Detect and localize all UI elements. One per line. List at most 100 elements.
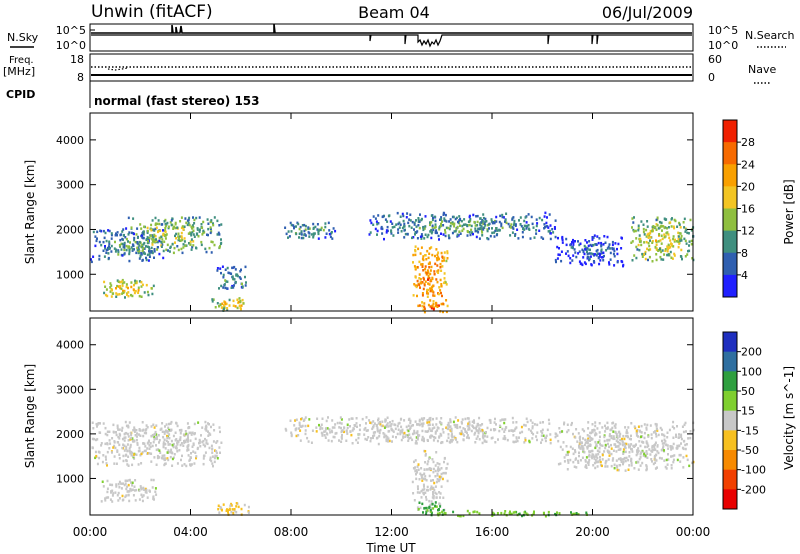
data-cell xyxy=(167,226,170,230)
data-cell xyxy=(103,255,106,258)
data-cell xyxy=(416,266,419,269)
data-cell xyxy=(559,462,562,465)
data-cell xyxy=(586,255,589,259)
data-cell xyxy=(134,279,137,283)
data-cell xyxy=(149,442,152,445)
data-cell xyxy=(536,222,539,225)
data-cell xyxy=(430,429,433,432)
data-cell xyxy=(154,432,156,436)
data-cell xyxy=(675,446,678,450)
data-cell xyxy=(427,262,430,266)
data-cell xyxy=(206,233,208,236)
data-cell xyxy=(678,232,681,235)
data-cell xyxy=(176,441,179,445)
data-cell xyxy=(107,252,110,255)
data-cell xyxy=(601,426,604,429)
data-cell xyxy=(673,254,676,257)
data-cell xyxy=(428,499,431,503)
data-cell xyxy=(478,237,481,240)
data-cell xyxy=(110,232,113,235)
data-cell xyxy=(574,251,577,254)
data-cell xyxy=(446,250,449,253)
data-cell xyxy=(355,438,358,442)
data-cell xyxy=(386,422,389,425)
data-cell xyxy=(468,420,471,424)
data-cell xyxy=(654,441,657,444)
data-cell xyxy=(474,441,477,444)
data-cell xyxy=(615,445,618,448)
data-cell xyxy=(644,445,647,449)
data-cell xyxy=(472,232,474,236)
data-cell xyxy=(118,443,121,447)
data-cell xyxy=(423,488,426,491)
data-cell xyxy=(658,220,661,224)
data-cell xyxy=(527,224,530,227)
data-cell xyxy=(665,231,668,235)
data-cell xyxy=(307,226,310,229)
data-cell xyxy=(632,221,635,224)
data-cell xyxy=(466,425,469,428)
data-cell xyxy=(586,441,589,445)
data-cell xyxy=(150,287,153,290)
data-cell xyxy=(500,222,503,225)
data-cell xyxy=(166,243,169,247)
data-cell xyxy=(561,238,564,242)
data-cell xyxy=(324,430,327,433)
data-cell xyxy=(389,421,391,424)
data-cell xyxy=(436,270,439,273)
data-cell xyxy=(655,218,658,222)
data-cell xyxy=(481,221,484,224)
data-cell xyxy=(608,454,611,457)
data-cell xyxy=(143,241,146,245)
data-cell xyxy=(341,429,344,432)
data-cell xyxy=(357,436,360,440)
data-cell xyxy=(174,431,177,434)
data-cell xyxy=(365,429,368,432)
data-cell xyxy=(518,436,520,439)
data-cell xyxy=(216,219,219,223)
data-cell xyxy=(673,240,676,243)
data-cell xyxy=(400,230,403,233)
data-cell xyxy=(312,226,315,230)
data-cell xyxy=(289,221,292,225)
data-cell xyxy=(428,423,431,426)
data-cell xyxy=(423,278,425,281)
data-cell xyxy=(236,298,239,301)
data-cell xyxy=(421,435,424,439)
data-cell xyxy=(379,420,381,424)
data-cell xyxy=(431,253,434,257)
data-cell xyxy=(611,426,614,430)
data-cell xyxy=(468,215,471,219)
data-cell xyxy=(119,245,122,248)
data-cell xyxy=(200,223,203,226)
data-cell xyxy=(487,237,490,241)
data-cell xyxy=(523,224,526,228)
data-cell xyxy=(141,244,144,247)
data-cell xyxy=(231,508,234,511)
data-cell xyxy=(132,440,135,443)
data-cell xyxy=(661,433,663,436)
data-cell xyxy=(500,224,503,228)
data-cell xyxy=(647,236,650,239)
data-cell xyxy=(118,457,121,460)
data-cell xyxy=(597,441,600,444)
data-cell xyxy=(664,248,667,251)
data-cell xyxy=(154,216,157,220)
data-cell xyxy=(232,277,235,280)
data-cell xyxy=(172,226,175,229)
data-cell xyxy=(417,463,420,466)
data-cell xyxy=(466,224,468,227)
data-cell xyxy=(139,429,142,432)
data-cell xyxy=(617,445,620,448)
data-cell xyxy=(498,429,501,433)
data-cell xyxy=(155,226,158,229)
data-cell xyxy=(432,496,435,500)
data-cell xyxy=(178,449,181,452)
data-cell xyxy=(236,274,239,278)
data-cell xyxy=(229,504,232,507)
data-cell xyxy=(689,436,692,440)
data-cell xyxy=(582,250,585,254)
data-cell xyxy=(682,456,685,459)
data-cell xyxy=(444,213,447,217)
data-cell xyxy=(155,463,158,466)
